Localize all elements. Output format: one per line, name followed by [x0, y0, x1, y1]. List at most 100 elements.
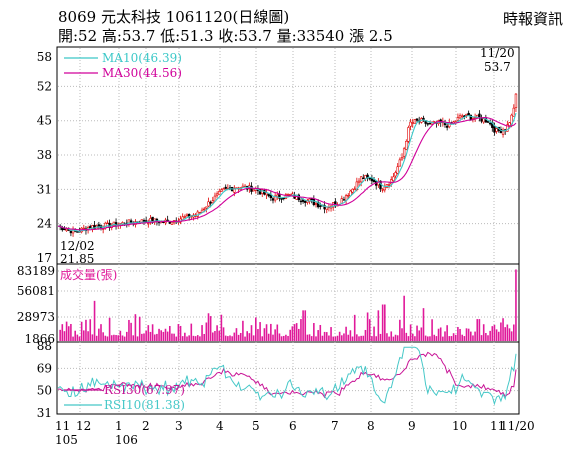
- volume-bar: [341, 335, 343, 341]
- candle-body: [495, 128, 498, 132]
- ma30-line: [57, 116, 517, 231]
- volume-bar: [472, 335, 474, 341]
- volume-bar: [485, 333, 487, 341]
- volume-bar: [495, 329, 498, 341]
- volume-bar: [396, 335, 399, 341]
- candle-body: [506, 124, 509, 132]
- candle-body: [166, 219, 169, 222]
- volume-bar: [102, 332, 104, 341]
- volume-bar: [302, 310, 304, 341]
- month-tick-label: 6: [289, 419, 297, 433]
- volume-bar: [270, 323, 272, 341]
- volume-bar: [196, 335, 199, 341]
- volume-bar: [401, 328, 403, 341]
- candle-body: [198, 211, 202, 214]
- volume-bar: [323, 331, 326, 341]
- quote-summary: 開:52 高:53.7 低:51.3 收:53.7 量:33540 漲 2.5: [58, 27, 393, 45]
- candle-body: [304, 200, 307, 203]
- volume-bar: [184, 332, 186, 341]
- volume-bar: [429, 336, 431, 341]
- month-tick-label: 7: [331, 419, 339, 433]
- month-tick-label: 10: [452, 419, 467, 433]
- volume-bar: [239, 332, 242, 341]
- volume-bar: [134, 314, 137, 341]
- ma30-legend-label: MA30(44.56): [102, 66, 182, 80]
- volume-bar: [181, 336, 184, 341]
- candle-body: [486, 121, 490, 123]
- volume-bar: [106, 336, 109, 341]
- volume-bar: [403, 295, 405, 341]
- volume-bar: [190, 323, 193, 341]
- volume-bar: [207, 313, 210, 341]
- rsi30-legend-label: RSI30(67.97): [104, 383, 185, 397]
- volume-bar: [117, 335, 119, 341]
- volume-bar: [89, 319, 92, 341]
- volume-bar: [489, 330, 491, 341]
- candle-body: [209, 202, 212, 204]
- volume-bar: [220, 314, 223, 341]
- candle-body: [314, 203, 318, 205]
- volume-bar: [409, 324, 412, 341]
- candle-body: [488, 122, 492, 125]
- volume-bar: [442, 336, 444, 341]
- volume-bar: [59, 329, 61, 341]
- volume-bar: [358, 336, 360, 341]
- volume-bar: [377, 310, 380, 341]
- volume-bar: [110, 335, 113, 341]
- volume-bar: [98, 328, 100, 341]
- candle-body: [147, 222, 150, 225]
- candle-body: [222, 188, 225, 191]
- volume-bar: [373, 326, 375, 341]
- month-tick-label: 2: [142, 419, 150, 433]
- volume-bar: [317, 330, 319, 341]
- candle-body: [250, 185, 253, 192]
- volume-bar: [480, 335, 483, 341]
- volume-bar: [212, 332, 214, 341]
- volume-bar: [160, 330, 162, 341]
- volume-bar: [192, 335, 195, 341]
- volume-bar: [149, 331, 152, 341]
- candle-body: [465, 113, 468, 116]
- candle-body: [370, 178, 374, 182]
- volume-bar: [201, 325, 203, 341]
- rsi-tick-label: 50: [37, 384, 52, 398]
- volume-bar: [513, 324, 515, 341]
- volume-bar: [502, 318, 504, 341]
- candle-body: [456, 117, 460, 121]
- month-tick-label: 9: [408, 419, 416, 433]
- volume-bar: [123, 336, 126, 341]
- candle-body: [514, 93, 518, 108]
- volume-bar: [448, 336, 451, 341]
- candle-body: [409, 121, 412, 127]
- volume-bar: [287, 335, 289, 341]
- volume-bar: [487, 335, 489, 341]
- volume-bar: [175, 336, 178, 341]
- volume-bar: [158, 328, 160, 341]
- volume-bar: [454, 334, 457, 341]
- volume-bar: [319, 324, 322, 341]
- volume-bar: [461, 334, 463, 341]
- volume-bar: [78, 336, 81, 341]
- volume-bar: [203, 333, 205, 341]
- candle-body: [203, 208, 206, 211]
- rsi-tick-label: 88: [37, 339, 52, 353]
- volume-bar: [446, 325, 448, 341]
- volume-bar: [171, 333, 173, 341]
- volume-bar: [209, 316, 212, 341]
- candle-body: [185, 213, 189, 216]
- month-tick-label: 4: [216, 419, 224, 433]
- volume-bar: [224, 335, 227, 341]
- volume-bar: [67, 326, 70, 341]
- volume-bar: [74, 330, 76, 341]
- volume-bar: [500, 322, 502, 341]
- volume-bar: [289, 329, 291, 341]
- volume-bar: [470, 331, 472, 341]
- candle-body: [218, 191, 221, 195]
- candle-body: [512, 107, 516, 117]
- volume-bar: [336, 335, 339, 341]
- volume-bar: [250, 325, 253, 341]
- rsi10-line: [57, 346, 517, 406]
- volume-bar: [61, 324, 64, 341]
- volume-bar: [194, 336, 197, 341]
- candle-body: [460, 115, 464, 118]
